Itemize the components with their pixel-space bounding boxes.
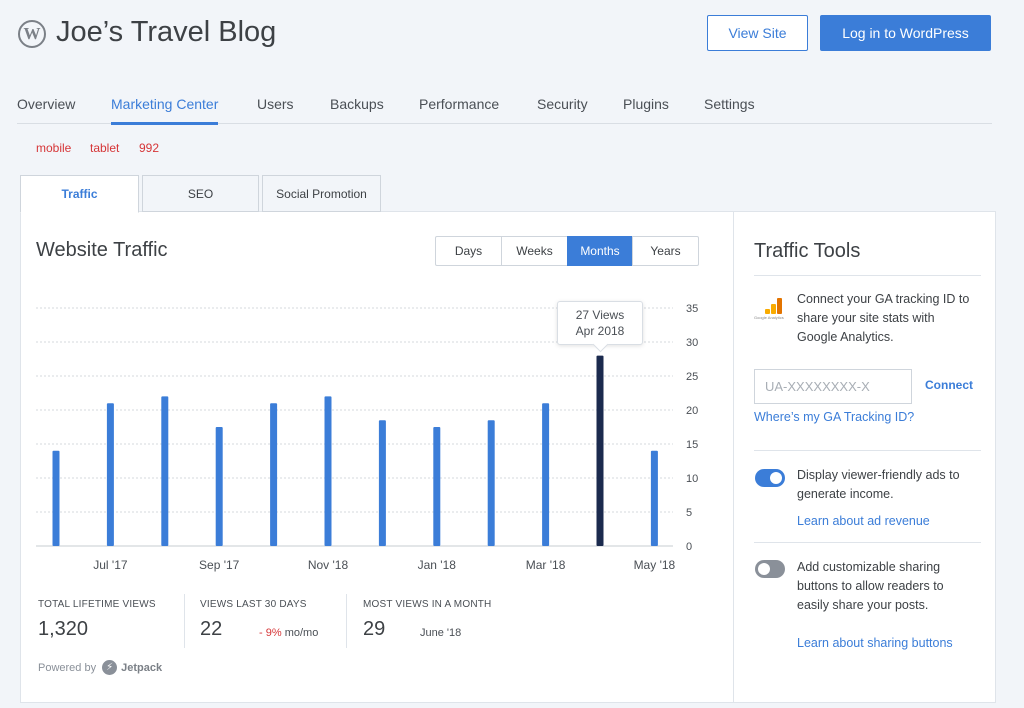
card-divider xyxy=(733,211,734,703)
stat-divider xyxy=(346,594,347,648)
last30-views-label: VIEWS LAST 30 DAYS xyxy=(200,599,307,610)
ga-bar-medium xyxy=(771,304,776,314)
toggle-knob xyxy=(758,563,770,575)
debug-label-mobile: mobile xyxy=(36,141,72,155)
range-months-button[interactable]: Months xyxy=(567,236,633,266)
nav-performance[interactable]: Performance xyxy=(419,96,500,112)
jetpack-label: Jetpack xyxy=(121,661,163,674)
y-tick-label: 35 xyxy=(686,303,698,315)
x-tick-label: Mar '18 xyxy=(526,558,566,572)
nav-plugins[interactable]: Plugins xyxy=(623,96,669,112)
range-days-button[interactable]: Days xyxy=(435,236,502,266)
nav-overview[interactable]: Overview xyxy=(17,96,76,112)
most-views-value: 29 xyxy=(363,618,386,640)
view-site-button[interactable]: View Site xyxy=(707,15,808,51)
ad-revenue-link[interactable]: Learn about ad revenue xyxy=(797,514,930,528)
chart-bar xyxy=(378,420,386,546)
tab-traffic[interactable]: Traffic xyxy=(20,175,139,213)
x-tick-label: Sep '17 xyxy=(199,558,240,572)
lifetime-views-label: TOTAL LIFETIME VIEWS xyxy=(38,599,156,610)
powered-by-jetpack: Powered by ⚡ Jetpack xyxy=(38,660,162,675)
last30-views-value: 22 xyxy=(200,618,223,640)
sharing-description: Add customizable sharing buttons to allo… xyxy=(797,560,944,612)
panel-divider xyxy=(754,450,981,451)
x-tick-label: May '18 xyxy=(634,558,676,572)
y-tick-label: 30 xyxy=(686,337,698,349)
last30-change-value: - 9% xyxy=(259,627,282,639)
main-nav: Overview Marketing Center Users Backups … xyxy=(17,90,992,125)
website-traffic-title: Website Traffic xyxy=(36,239,168,261)
sharing-buttons-link[interactable]: Learn about sharing buttons xyxy=(797,636,953,650)
ga-tracking-id-input[interactable] xyxy=(754,369,912,404)
chart-bar xyxy=(52,450,60,546)
y-tick-label: 20 xyxy=(686,405,698,417)
panel-divider xyxy=(754,542,981,543)
ads-description: Display viewer-friendly ads to generate … xyxy=(797,468,960,501)
y-tick-label: 15 xyxy=(686,439,698,451)
wordpress-logo-icon: W xyxy=(18,20,46,48)
x-tick-label: Jan '18 xyxy=(418,558,457,572)
ads-toggle[interactable] xyxy=(755,469,785,487)
range-years-button[interactable]: Years xyxy=(632,236,699,266)
y-tick-label: 10 xyxy=(686,473,698,485)
most-views-month: June '18 xyxy=(420,627,462,639)
powered-by-label: Powered by xyxy=(38,661,97,674)
last30-change-unit: mo/mo xyxy=(284,627,319,639)
chart-bar xyxy=(270,403,278,546)
toggle-knob xyxy=(770,472,782,484)
most-views-label: MOST VIEWS IN A MONTH xyxy=(363,599,492,610)
chart-bar xyxy=(215,427,223,546)
range-weeks-button[interactable]: Weeks xyxy=(501,236,568,266)
ga-description: Connect your GA tracking ID to share you… xyxy=(797,292,970,344)
login-wordpress-button[interactable]: Log in to WordPress xyxy=(820,15,991,51)
sharing-toggle[interactable] xyxy=(755,560,785,578)
chart-bar xyxy=(596,355,604,546)
chart-bar xyxy=(433,427,441,546)
google-analytics-logo: Google Analytics xyxy=(754,292,788,320)
nav-marketing-center[interactable]: Marketing Center xyxy=(111,96,219,125)
jetpack-icon: ⚡ xyxy=(102,660,118,675)
marketing-card xyxy=(20,211,996,703)
y-tick-label: 25 xyxy=(686,371,698,383)
x-tick-label: Jul '17 xyxy=(93,558,128,572)
y-tick-label: 0 xyxy=(686,541,692,553)
debug-label-tablet: tablet xyxy=(90,141,120,155)
chart-bar xyxy=(161,396,169,546)
ga-logo-text: Google Analytics xyxy=(754,315,784,320)
last30-change: - 9% mo/mo xyxy=(259,627,318,639)
stat-divider xyxy=(184,594,185,648)
chart-tooltip: 27 Views Apr 2018 xyxy=(557,301,643,345)
ga-bar-small xyxy=(765,309,770,314)
connect-button[interactable]: Connect xyxy=(925,378,973,392)
site-header: W Joe’s Travel Blog View Site Log in to … xyxy=(0,0,1024,80)
where-ga-id-link[interactable]: Where’s my GA Tracking ID? xyxy=(754,410,915,424)
nav-settings[interactable]: Settings xyxy=(704,96,755,112)
debug-label-width: 992 xyxy=(139,141,160,155)
tooltip-date: Apr 2018 xyxy=(575,324,625,338)
chart-bar xyxy=(542,403,550,546)
nav-backups[interactable]: Backups xyxy=(330,96,384,112)
nav-users[interactable]: Users xyxy=(257,96,294,112)
panel-divider xyxy=(754,275,981,276)
x-tick-label: Nov '18 xyxy=(308,558,349,572)
tab-seo[interactable]: SEO xyxy=(142,175,259,212)
chart-bar xyxy=(650,450,658,546)
tooltip-views: 27 Views xyxy=(575,308,625,322)
chart-bar xyxy=(487,420,495,546)
lifetime-views-value: 1,320 xyxy=(38,618,89,640)
y-tick-label: 5 xyxy=(686,507,692,519)
traffic-tools-title: Traffic Tools xyxy=(754,240,861,262)
chart-bar xyxy=(324,396,332,546)
chart-bar xyxy=(106,403,114,546)
nav-security[interactable]: Security xyxy=(537,96,588,112)
ga-bar-large xyxy=(777,298,782,314)
site-title: Joe’s Travel Blog xyxy=(56,16,277,48)
tab-social-promotion[interactable]: Social Promotion xyxy=(262,175,381,212)
